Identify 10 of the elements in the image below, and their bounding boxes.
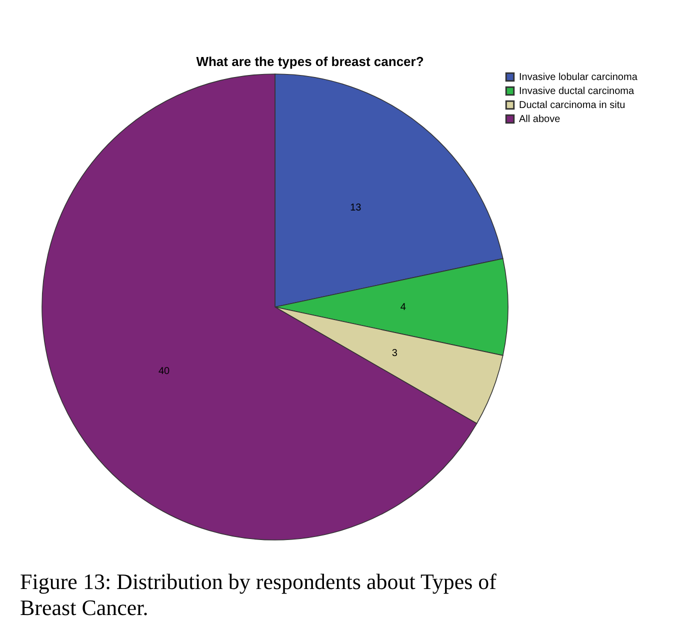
legend-label: Ductal carcinoma in situ	[519, 100, 626, 111]
data-label: 40	[158, 366, 170, 378]
data-label: 3	[392, 348, 398, 359]
data-label: 13	[350, 202, 362, 214]
data-label: 4	[400, 302, 406, 313]
chart-title: What are the types of breast cancer?	[196, 54, 424, 69]
legend-label: Invasive ductal carcinoma	[519, 86, 634, 97]
legend-label: All above	[519, 114, 561, 125]
legend-label: Invasive lobular carcinoma	[519, 72, 638, 83]
caption: Figure 13: Distribution by respondents about Types of Breast Cancer.	[20, 569, 498, 620]
